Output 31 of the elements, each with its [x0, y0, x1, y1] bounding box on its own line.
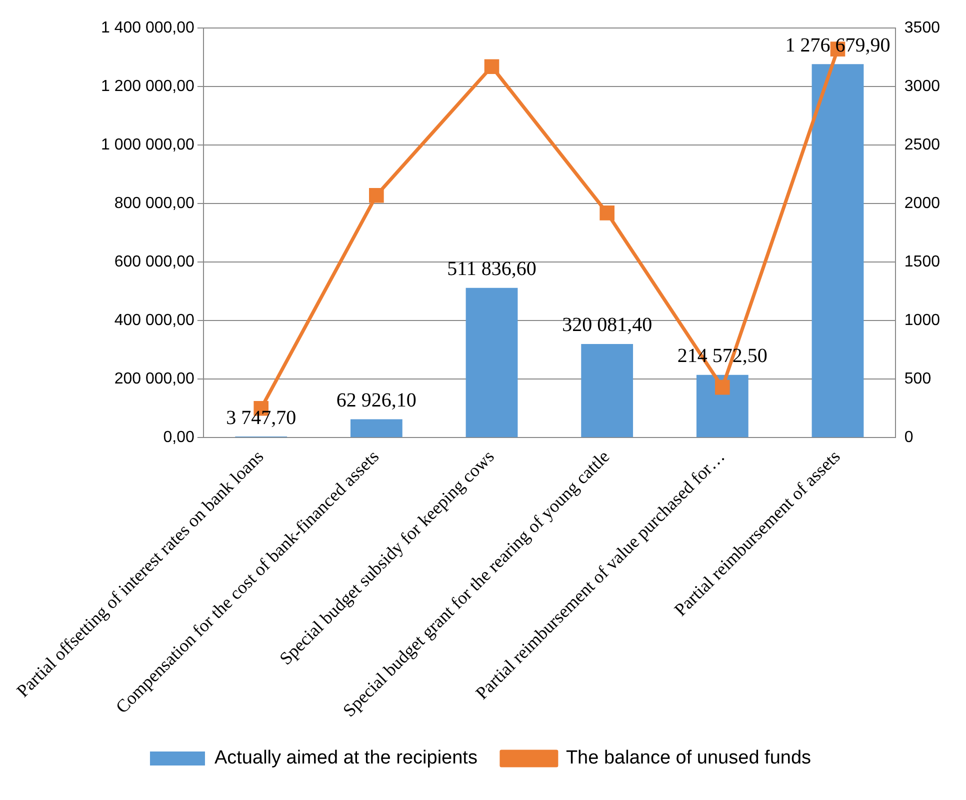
y-tick-label: 800 000,00 — [114, 194, 195, 212]
y2-tick-label: 3500 — [904, 19, 940, 36]
data-label: 320 081,40 — [562, 314, 652, 336]
bar — [581, 344, 634, 438]
y2-tick-label: 2000 — [904, 194, 940, 212]
point — [715, 380, 730, 395]
data-label: 511 836,60 — [447, 258, 536, 280]
data-label: 62 926,10 — [336, 389, 416, 412]
y-tick-label: 1 200 000,00 — [101, 78, 195, 95]
y-tick-label: 600 000,00 — [114, 253, 195, 270]
y-tick-label: 1 000 000,00 — [101, 136, 195, 154]
y-tick-label: 0,00 — [163, 429, 195, 446]
legend-label: Actually aimed at the recipients — [214, 748, 478, 769]
data-label: 3 747,70 — [226, 406, 296, 429]
point — [484, 59, 500, 74]
bar — [350, 419, 402, 438]
point — [369, 188, 384, 203]
y2-tick-label: 500 — [904, 370, 932, 388]
y2-tick-label: 3000 — [904, 78, 940, 95]
y2-tick-label: 1000 — [904, 312, 940, 329]
y2-tick-label: 0 — [904, 429, 914, 446]
y-tick-label: 200 000,00 — [114, 370, 195, 388]
bar — [696, 374, 748, 438]
legend-label: The balance of unused funds — [566, 748, 812, 769]
point — [600, 206, 614, 220]
y-tick-label: 1 400 000,00 — [101, 19, 195, 36]
y2-tick-label: 2500 — [904, 136, 940, 154]
bar — [812, 64, 864, 438]
y2-tick-label: 1500 — [904, 253, 940, 270]
y-tick-label: 400 000,00 — [114, 312, 195, 329]
bar — [466, 288, 518, 438]
